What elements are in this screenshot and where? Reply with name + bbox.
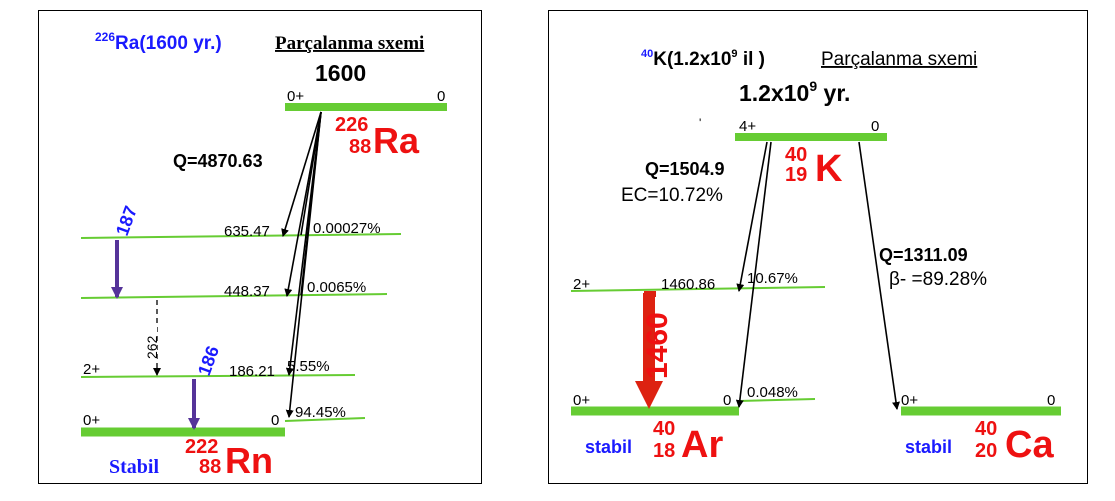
ra-scheme-title: Parçalanma sxemi bbox=[275, 33, 424, 54]
ar-level-1460 bbox=[570, 286, 826, 292]
ec-q-value: Q=1504.9 bbox=[645, 159, 725, 179]
ca-symbol: Ca bbox=[1005, 424, 1054, 466]
k-parent-spin: 4+ bbox=[739, 118, 756, 135]
rn-level-448 bbox=[80, 293, 388, 299]
gamma-187-label: 187 bbox=[112, 203, 141, 238]
ec-percent: EC=10.72% bbox=[621, 185, 723, 206]
ec-arrow-0 bbox=[735, 141, 772, 408]
k-parent-energy: 0 bbox=[871, 118, 879, 135]
rn-level-635 bbox=[80, 233, 402, 239]
rn-level-186-branch: 5.55% bbox=[287, 358, 330, 375]
ar-level-1460-spin: 2+ bbox=[573, 276, 590, 293]
k-parent-z: 19 bbox=[785, 164, 807, 186]
gamma-1460-arrowhead bbox=[635, 381, 663, 409]
ar-symbol: Ar bbox=[681, 424, 723, 466]
ar-z: 18 bbox=[653, 440, 675, 462]
ar-ground-branch: 0.048% bbox=[747, 384, 798, 401]
beta-percent: β- =89.28% bbox=[889, 269, 987, 290]
alpha-line-b bbox=[300, 111, 322, 296]
ra226-scheme-svg: 226Ra(1600 yr.) Parçalanma sxemi 1600 0+… bbox=[80, 30, 447, 481]
rn-level-186-energy: 186.21 bbox=[229, 363, 275, 380]
ar-level-1460-branch: 10.67% bbox=[747, 270, 798, 287]
gamma-186-label: 186 bbox=[194, 343, 223, 378]
ar-ground-energy: 0 bbox=[723, 392, 731, 409]
ar-level-1460-energy: 1460.86 bbox=[661, 276, 715, 293]
ca-mass: 40 bbox=[975, 418, 997, 440]
ca-stable-label: stabil bbox=[905, 437, 952, 457]
gamma-1460-label: 1460 bbox=[641, 312, 674, 379]
rn-mass: 222 bbox=[185, 436, 218, 458]
k40-scheme-svg: 40K(1.2x109 il ) Parçalanma sxemi 1.2x10… bbox=[570, 48, 1061, 466]
beta-q-value: Q=1311.09 bbox=[879, 245, 968, 265]
gamma-1460-tick bbox=[644, 291, 656, 297]
k-parent-mass: 40 bbox=[785, 144, 807, 166]
beta-arrow bbox=[858, 141, 900, 410]
ra-parent-mass: 226 bbox=[335, 114, 368, 136]
rn-level-635-energy: 635.47 bbox=[224, 223, 270, 240]
ra-parent-energy: 0 bbox=[437, 88, 445, 105]
alpha-line-a bbox=[300, 111, 322, 236]
ca-z: 20 bbox=[975, 440, 997, 462]
rn-ground-branch-line bbox=[284, 417, 366, 422]
ra-title: 226Ra(1600 yr.) bbox=[95, 30, 222, 54]
rn-level-635-branch: 0.00027% bbox=[313, 220, 381, 237]
k-scheme-title: Parçalanma sxemi bbox=[821, 49, 977, 70]
k40-decay-panel: 40K(1.2x109 il ) Parçalanma sxemi 1.2x10… bbox=[548, 10, 1088, 484]
ca-energy: 0 bbox=[1047, 392, 1055, 409]
ra-halflife: 1600 bbox=[315, 60, 366, 86]
k-decay-arrows bbox=[735, 141, 900, 410]
rn-level-186 bbox=[80, 374, 356, 378]
rn-ground-energy: 0 bbox=[271, 412, 279, 429]
gamma-262-label: 262 bbox=[144, 335, 160, 359]
ar-stable-label: stabil bbox=[585, 437, 632, 457]
ra-parent-symbol: Ra bbox=[373, 120, 420, 161]
rn-ground-spin: 0+ bbox=[83, 412, 100, 429]
rn-level-186-spin: 2+ bbox=[83, 361, 100, 378]
ra-parent-z: 88 bbox=[349, 136, 371, 158]
ar-ground-spin: 0+ bbox=[573, 392, 590, 409]
k-dot: ' bbox=[699, 116, 701, 130]
ar-ground-branch-line bbox=[738, 398, 816, 402]
ar-mass: 40 bbox=[653, 418, 675, 440]
alpha-arrow-635 bbox=[281, 111, 322, 237]
rn-ground-branch: 94.45% bbox=[295, 404, 346, 421]
ec-arrow-1460 bbox=[736, 141, 768, 292]
rn-stable-label: Stabil bbox=[109, 456, 159, 478]
ra-alpha-arrows bbox=[281, 111, 322, 418]
ra226-decay-panel: 226Ra(1600 yr.) Parçalanma sxemi 1600 0+… bbox=[38, 10, 482, 484]
k-title: 40K(1.2x109 il ) bbox=[641, 48, 765, 70]
rn-z: 88 bbox=[199, 456, 221, 478]
k-halflife: 1.2x109 yr. bbox=[739, 78, 850, 106]
gamma-262-label-bg bbox=[143, 327, 157, 361]
rn-level-448-energy: 448.37 bbox=[224, 283, 270, 300]
ra-q-value: Q=4870.63 bbox=[173, 151, 263, 171]
rn-level-448-branch: 0.0065% bbox=[307, 279, 366, 296]
rn-symbol: Rn bbox=[225, 440, 273, 481]
k-parent-symbol: K bbox=[815, 148, 843, 190]
ra-parent-spin: 0+ bbox=[287, 88, 304, 105]
ca-spin: 0+ bbox=[901, 392, 918, 409]
